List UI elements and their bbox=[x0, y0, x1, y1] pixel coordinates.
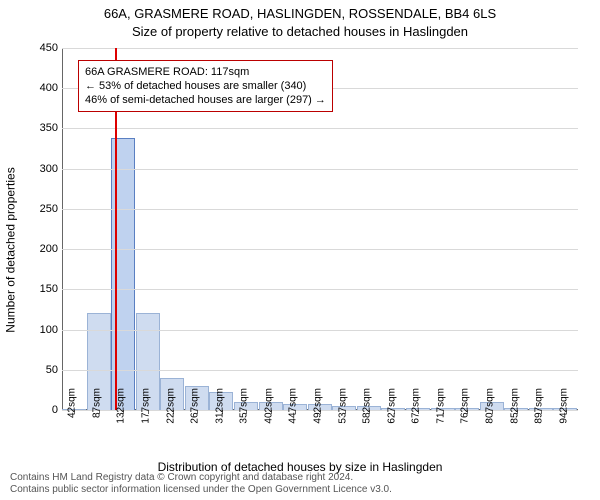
gridline bbox=[62, 370, 578, 371]
xtick-label: 762sqm bbox=[460, 388, 471, 448]
xtick-label: 717sqm bbox=[435, 388, 446, 448]
gridline bbox=[62, 330, 578, 331]
xtick-label: 177sqm bbox=[141, 388, 152, 448]
annotation-line3: 46% of semi-detached houses are larger (… bbox=[85, 93, 326, 107]
xtick-label: 87sqm bbox=[91, 388, 102, 448]
ytick-label: 200 bbox=[18, 243, 58, 255]
ytick-label: 250 bbox=[18, 203, 58, 215]
gridline bbox=[62, 209, 578, 210]
xtick-label: 402sqm bbox=[263, 388, 274, 448]
annotation-line2: ← 53% of detached houses are smaller (34… bbox=[85, 79, 326, 93]
y-axis-label: Number of detached properties bbox=[4, 167, 18, 332]
histogram-chart: 66A, GRASMERE ROAD, HASLINGDEN, ROSSENDA… bbox=[0, 0, 600, 500]
ytick-label: 100 bbox=[18, 324, 58, 336]
chart-title-line1: 66A, GRASMERE ROAD, HASLINGDEN, ROSSENDA… bbox=[0, 6, 600, 21]
xtick-label: 852sqm bbox=[509, 388, 520, 448]
xtick-label: 897sqm bbox=[534, 388, 545, 448]
xtick-label: 942sqm bbox=[558, 388, 569, 448]
xtick-label: 42sqm bbox=[67, 388, 78, 448]
xtick-label: 447sqm bbox=[288, 388, 299, 448]
ytick-label: 450 bbox=[18, 42, 58, 54]
ytick-label: 50 bbox=[18, 364, 58, 376]
ytick-label: 0 bbox=[18, 404, 58, 416]
credits-line1: Contains HM Land Registry data © Crown c… bbox=[10, 472, 600, 484]
annotation-line1: 66A GRASMERE ROAD: 117sqm bbox=[85, 65, 326, 79]
xtick-label: 132sqm bbox=[116, 388, 127, 448]
xtick-label: 537sqm bbox=[337, 388, 348, 448]
xtick-label: 672sqm bbox=[411, 388, 422, 448]
xtick-label: 312sqm bbox=[214, 388, 225, 448]
chart-title-line2: Size of property relative to detached ho… bbox=[0, 24, 600, 39]
annotation-box: 66A GRASMERE ROAD: 117sqm ← 53% of detac… bbox=[78, 60, 333, 112]
ytick-label: 150 bbox=[18, 283, 58, 295]
credits: Contains HM Land Registry data © Crown c… bbox=[0, 472, 600, 496]
gridline bbox=[62, 169, 578, 170]
gridline bbox=[62, 48, 578, 49]
gridline bbox=[62, 249, 578, 250]
ytick-label: 300 bbox=[18, 163, 58, 175]
xtick-label: 492sqm bbox=[313, 388, 324, 448]
ytick-label: 400 bbox=[18, 82, 58, 94]
gridline bbox=[62, 289, 578, 290]
ytick-label: 350 bbox=[18, 122, 58, 134]
xtick-label: 627sqm bbox=[386, 388, 397, 448]
xtick-label: 357sqm bbox=[239, 388, 250, 448]
xtick-label: 267sqm bbox=[190, 388, 201, 448]
credits-line2: Contains public sector information licen… bbox=[10, 484, 600, 496]
xtick-label: 222sqm bbox=[165, 388, 176, 448]
gridline bbox=[62, 128, 578, 129]
xtick-label: 582sqm bbox=[362, 388, 373, 448]
xtick-label: 807sqm bbox=[485, 388, 496, 448]
